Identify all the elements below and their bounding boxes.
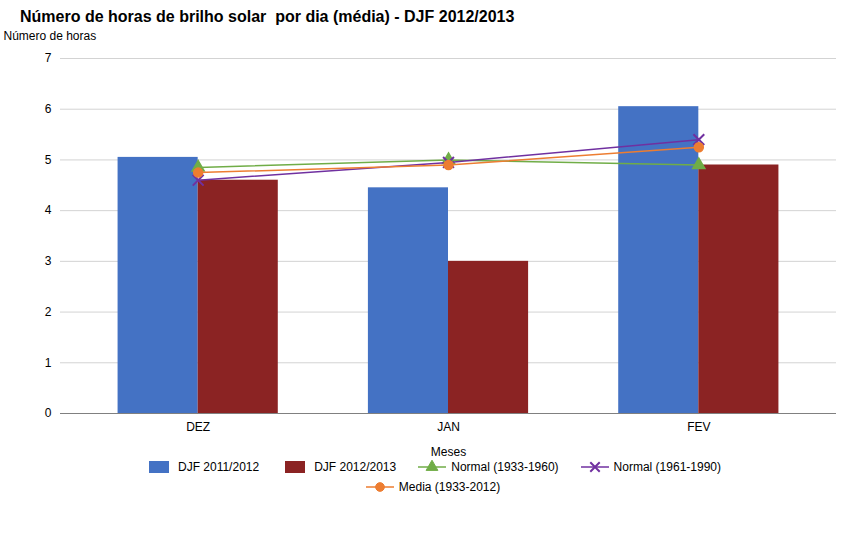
svg-text:3: 3: [45, 254, 52, 268]
html-text:DJF 2012/2013: DJF 2012/2013: [314, 460, 397, 474]
html-text:Número de horas de brilho sola: Número de horas de brilho solar por dia …: [20, 8, 515, 25]
svg-text:1: 1: [45, 356, 52, 370]
svg-text:Meses: Meses: [431, 445, 466, 459]
svg-text:5: 5: [45, 153, 52, 167]
svg-text:JAN: JAN: [437, 420, 460, 434]
svg-text:0: 0: [45, 406, 52, 420]
html-text:Normal (1961-1990): Normal (1961-1990): [613, 460, 721, 474]
html-text:Media (1933-2012): Media (1933-2012): [398, 480, 501, 494]
svg-text:Número de horas: Número de horas: [4, 29, 97, 43]
svg-text:DEZ: DEZ: [186, 420, 210, 434]
svg-text:4: 4: [45, 203, 52, 217]
html-text:Normal (1933-1960): Normal (1933-1960): [451, 460, 559, 474]
html-text:DJF 2011/2012: DJF 2011/2012: [178, 460, 260, 474]
svg-text:FEV: FEV: [687, 420, 710, 434]
svg-text:6: 6: [45, 102, 52, 116]
svg-text:7: 7: [45, 51, 52, 65]
svg-text:2: 2: [45, 305, 52, 319]
